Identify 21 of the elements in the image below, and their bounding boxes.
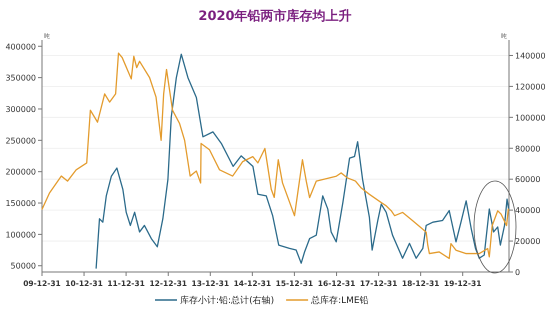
y-tick-label: 250000: [5, 136, 36, 146]
y2-tick-label: 140000: [515, 51, 546, 60]
y-tick-label: 100000: [5, 230, 36, 240]
y2-tick-label: 60000: [515, 175, 540, 184]
y2-tick-label: 20000: [515, 237, 540, 246]
line-series: [41, 52, 509, 260]
y-tick-label: 350000: [5, 74, 36, 83]
y2-tick-label: 100000: [515, 113, 546, 122]
y-tick-label: 300000: [5, 104, 36, 114]
y-tick-label: 400000: [5, 42, 36, 52]
chart-title: 2020年铅两市库存均上升: [198, 8, 352, 24]
y-tick-label: 200000: [5, 168, 36, 177]
y2-tick-label: 80000: [515, 144, 540, 154]
y2-tick-label: 120000: [515, 82, 546, 92]
y-tick-label: 50000: [10, 262, 36, 271]
line-series: [95, 54, 510, 269]
y-tick-label: 150000: [5, 199, 36, 208]
legend-label: 库存小计:铅:总计(右轴): [180, 295, 274, 306]
y2-tick-label: 0: [515, 268, 520, 277]
legend-label: 总库存:LME铅: [310, 295, 369, 306]
y2-tick-label: 40000: [515, 206, 540, 216]
